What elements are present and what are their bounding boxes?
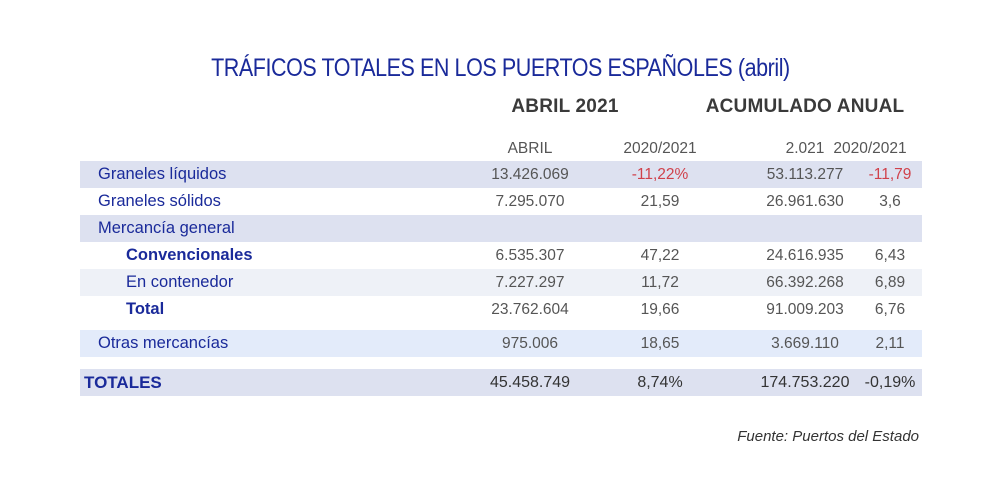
cell-abril: 23.762.604: [491, 301, 569, 318]
cell-variation-year: 6,76: [874, 301, 906, 318]
cell-variation-year: 2,11: [875, 335, 905, 352]
column-header-abril: ABRIL: [507, 140, 553, 157]
column-header-variation-year: 2020/2021: [833, 140, 907, 157]
cell-abril: 6.535.307: [495, 247, 565, 264]
table-row: Convencionales 6.535.307 47,22 24.616.93…: [80, 242, 922, 269]
table-row: Mercancía general: [80, 215, 922, 242]
cell-variation-month: 11,72: [641, 274, 679, 291]
cell-variation-month: -11,22%: [631, 166, 689, 183]
group-header-month: ABRIL 2021: [511, 96, 619, 117]
row-label: Total: [126, 300, 165, 318]
cell-variation-year: 6,89: [874, 274, 906, 291]
cell-abril: 7.227.297: [495, 274, 565, 291]
table-row: Total 23.762.604 19,66 91.009.203 6,76: [80, 296, 922, 323]
cell-abril: 7.295.070: [495, 193, 565, 210]
row-label: Otras mercancías: [98, 334, 229, 352]
totals-row: TOTALES 45.458.749 8,74% 174.753.220 -0,…: [80, 369, 922, 396]
cell-cumulative: 24.616.935: [766, 247, 844, 264]
cell-variation-month: 8,74%: [637, 374, 683, 391]
cell-variation-year: 6,43: [874, 247, 906, 264]
cell-cumulative: 3.669.110: [771, 335, 839, 352]
table-row: Graneles sólidos 7.295.070 21,59 26.961.…: [80, 188, 922, 215]
cell-abril: 13.426.069: [491, 166, 569, 183]
group-header-cumulative: ACUMULADO ANUAL: [705, 96, 905, 117]
cell-cumulative: 174.753.220: [760, 374, 850, 391]
cell-variation-month: 18,65: [640, 335, 680, 352]
table-row: Graneles líquidos 13.426.069 -11,22% 53.…: [80, 161, 922, 188]
column-header-cumulative: 2.021: [785, 140, 825, 157]
row-label: Graneles sólidos: [98, 192, 221, 210]
row-label: Mercancía general: [98, 219, 235, 237]
cell-cumulative: 26.961.630: [766, 193, 844, 210]
row-label: Graneles líquidos: [98, 165, 227, 183]
cell-variation-year: -11,79: [868, 166, 912, 183]
table-row: En contenedor 7.227.297 11,72 66.392.268…: [80, 269, 922, 296]
cell-variation-month: 47,22: [640, 247, 680, 264]
source-note: Fuente: Puertos del Estado: [737, 428, 919, 445]
cell-cumulative: 91.009.203: [766, 301, 844, 318]
table-title: TRÁFICOS TOTALES EN LOS PUERTOS ESPAÑOLE…: [211, 54, 790, 82]
cell-variation-year: 3,6: [879, 193, 901, 210]
table-row: Otras mercancías 975.006 18,65 3.669.110…: [80, 330, 922, 357]
cell-abril: 975.006: [501, 335, 559, 352]
cell-cumulative: 66.392.268: [766, 274, 844, 291]
totals-label: TOTALES: [84, 373, 162, 392]
cell-variation-year: -0,19%: [864, 374, 916, 391]
cell-abril: 45.458.749: [489, 374, 571, 391]
column-header-variation-month: 2020/2021: [623, 140, 697, 157]
row-label: Convencionales: [126, 246, 253, 264]
row-label: En contenedor: [126, 273, 234, 291]
cell-cumulative: 53.113.277: [766, 166, 844, 183]
cell-variation-month: 21,59: [640, 193, 680, 210]
cell-variation-month: 19,66: [640, 301, 680, 318]
